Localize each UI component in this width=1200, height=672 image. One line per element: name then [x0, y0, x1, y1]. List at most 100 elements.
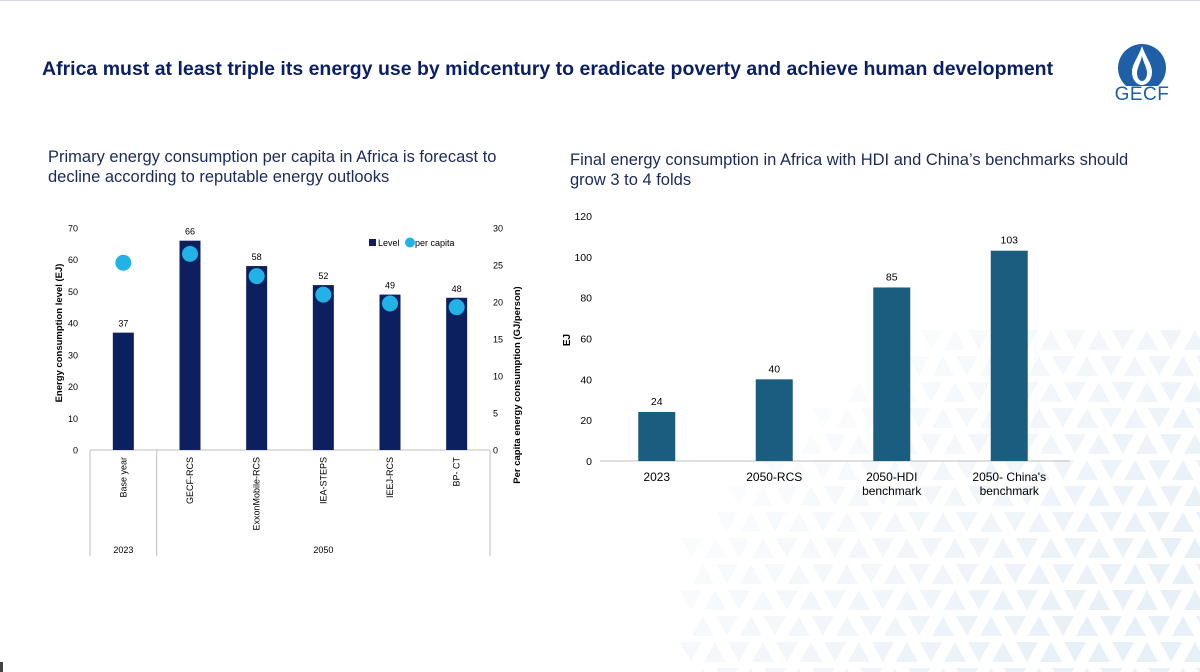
background-triangle: [884, 512, 906, 532]
background-triangle: [1028, 616, 1050, 636]
background-triangle: [836, 564, 858, 584]
y2-axis-title: Per capita energy consumption (GJ/person…: [512, 286, 523, 483]
background-triangle: [860, 616, 882, 636]
background-triangle: [824, 642, 846, 662]
background-triangle: [860, 460, 882, 480]
background-triangle: [1052, 616, 1074, 636]
background-triangle: [956, 668, 978, 672]
background-triangle: [1100, 668, 1122, 672]
bar-value-label: 66: [185, 227, 195, 237]
background-triangle: [944, 486, 966, 506]
background-triangle: [836, 616, 858, 636]
background-triangle: [944, 642, 966, 662]
background-triangle: [944, 538, 966, 558]
legend-level-label: Level: [378, 238, 400, 248]
background-triangle: [884, 460, 906, 480]
background-triangle: [896, 642, 918, 662]
background-triangle: [728, 538, 750, 558]
background-triangle: [1088, 538, 1110, 558]
background-triangle: [1064, 590, 1086, 610]
per-capita-point: [448, 299, 465, 316]
background-triangle: [944, 382, 966, 402]
background-triangle: [944, 434, 966, 454]
background-triangle: [1052, 512, 1074, 532]
background-triangle: [776, 590, 798, 610]
background-triangle: [836, 460, 858, 480]
background-triangle: [1040, 486, 1062, 506]
background-triangle: [1124, 356, 1146, 376]
y-tick-label: 80: [580, 293, 592, 305]
background-triangle: [908, 512, 930, 532]
background-triangle: [872, 590, 894, 610]
background-triangle: [908, 564, 930, 584]
background-triangle: [1160, 434, 1182, 454]
background-triangle: [968, 382, 990, 402]
background-triangle: [932, 564, 954, 584]
background-triangle: [1004, 512, 1026, 532]
background-triangle: [776, 538, 798, 558]
background-triangle: [872, 538, 894, 558]
corner-mark: [0, 662, 3, 672]
background-triangle: [1088, 486, 1110, 506]
background-triangle: [896, 538, 918, 558]
background-triangle: [956, 564, 978, 584]
background-triangle: [1160, 538, 1182, 558]
y-tick-label: 50: [68, 287, 78, 297]
background-triangle: [1136, 486, 1158, 506]
background-triangle: [1148, 512, 1170, 532]
y-tick-label: 60: [68, 255, 78, 265]
background-triangle: [1136, 538, 1158, 558]
y-tick-label: 60: [580, 334, 592, 346]
background-triangle: [1184, 642, 1200, 662]
background-triangle: [1064, 330, 1086, 350]
background-triangle: [932, 408, 954, 428]
background-triangle: [1052, 408, 1074, 428]
background-triangle: [1124, 616, 1146, 636]
background-triangle: [1052, 460, 1074, 480]
bar-level: [179, 240, 201, 450]
y2-tick-label: 25: [493, 261, 503, 271]
background-triangle: [1040, 538, 1062, 558]
background-triangle: [1064, 382, 1086, 402]
background-triangle: [1112, 486, 1134, 506]
background-triangle: [908, 356, 930, 376]
background-triangle: [788, 616, 810, 636]
background-triangle: [1136, 330, 1158, 350]
background-triangle: [704, 642, 726, 662]
background-triangle: [1184, 538, 1200, 558]
bar-level: [112, 332, 134, 450]
background-triangle: [812, 564, 834, 584]
background-triangle: [1100, 356, 1122, 376]
background-triangle: [956, 408, 978, 428]
background-triangle: [968, 590, 990, 610]
background-triangle: [932, 512, 954, 532]
background-triangle: [824, 538, 846, 558]
background-triangle: [956, 616, 978, 636]
background-triangle: [1196, 460, 1200, 468]
background-triangle: [752, 538, 774, 558]
background-triangle: [1028, 460, 1050, 480]
background-triangle: [1124, 460, 1146, 480]
background-triangle: [1172, 356, 1194, 376]
background-triangle: [1088, 330, 1110, 350]
background-triangle: [752, 486, 774, 506]
background-triangle: [872, 642, 894, 662]
x-tick-label: IEEJ-RCS: [385, 457, 395, 498]
background-triangle: [1172, 564, 1194, 584]
background-triangle: [1016, 590, 1038, 610]
background-triangle: [848, 434, 870, 454]
y-tick-label: 100: [574, 252, 592, 264]
x-tick-label: 2050- China's benchmark: [972, 470, 1046, 498]
bar: [873, 287, 911, 461]
background-triangle: [848, 590, 870, 610]
background-triangle: [1028, 356, 1050, 376]
background-triangle: [1040, 382, 1062, 402]
background-triangle: [836, 408, 858, 428]
per-capita-point: [315, 286, 332, 303]
background-triangle: [1112, 330, 1134, 350]
bar-value-label: 103: [1000, 235, 1018, 247]
background-triangle: [860, 512, 882, 532]
